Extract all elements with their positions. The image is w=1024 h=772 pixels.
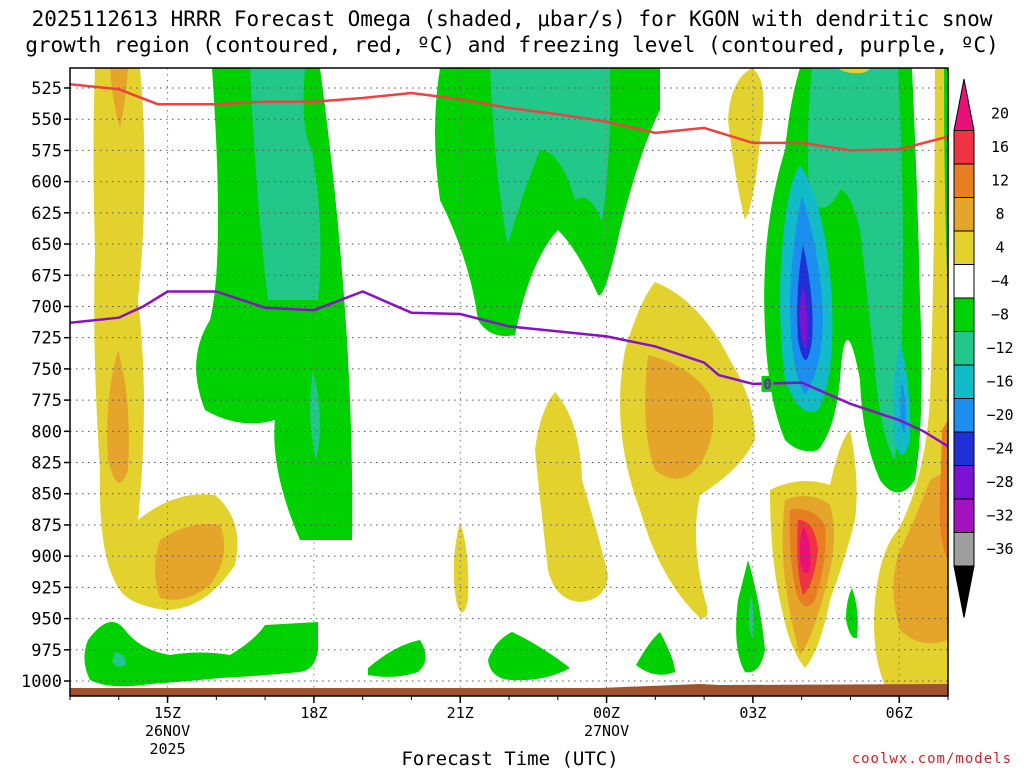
omega-region xyxy=(112,652,126,667)
colorbar-label: 8 xyxy=(995,205,1004,223)
x-tick-label: 03Z xyxy=(739,704,766,722)
credit-text: coolwx.com/models xyxy=(852,751,1012,767)
chart-title-line2: growth region (contoured, red, ºC) and f… xyxy=(25,33,999,57)
colorbar-label: 4 xyxy=(995,239,1004,257)
colorbar-bin xyxy=(953,230,975,265)
colorbar-label: −4 xyxy=(991,272,1009,290)
colorbar-bin xyxy=(953,431,975,466)
x-tick-label: 00Z xyxy=(593,704,620,722)
colorbar-label: −36 xyxy=(986,540,1013,558)
y-tick-label: 575 xyxy=(31,141,62,161)
omega-region xyxy=(488,632,570,681)
omega-region xyxy=(84,622,318,687)
y-tick-label: 800 xyxy=(31,422,62,442)
y-tick-label: 825 xyxy=(31,454,62,474)
x-tick-date: 27NOV xyxy=(584,722,629,740)
omega-region xyxy=(107,350,129,483)
colorbar-label: −16 xyxy=(986,373,1013,391)
colorbar-bin xyxy=(953,264,975,299)
colorbar-label: −28 xyxy=(986,473,1013,491)
colorbar-bin xyxy=(953,532,975,567)
x-axis-label: Forecast Time (UTC) xyxy=(401,748,618,768)
omega-region xyxy=(490,68,611,245)
omega-region xyxy=(846,588,858,639)
colorbar-label: −32 xyxy=(986,507,1013,525)
y-axis: 525 550 575 600 625 650 675 700 725 750 775 800 825 8… xyxy=(21,79,70,692)
colorbar-bin xyxy=(953,465,975,500)
omega-region xyxy=(807,68,903,460)
x-tick-label: 18Z xyxy=(300,704,327,722)
y-tick-label: 950 xyxy=(31,610,62,630)
colorbar-label: −20 xyxy=(986,406,1013,424)
colorbar-label: 16 xyxy=(991,138,1009,156)
y-tick-label: 725 xyxy=(31,329,62,349)
x-tick-year: 2025 xyxy=(149,740,185,758)
y-tick-label: 875 xyxy=(31,516,62,536)
omega-region xyxy=(110,68,128,128)
omega-region xyxy=(535,392,608,602)
colorbar-bin xyxy=(953,197,975,232)
y-tick-label: 625 xyxy=(31,204,62,224)
colorbar-label: −24 xyxy=(986,440,1013,458)
omega-region xyxy=(893,470,948,644)
omega-region xyxy=(453,522,469,613)
omega-region xyxy=(155,524,225,600)
omega-region xyxy=(645,355,714,479)
omega-region xyxy=(250,68,321,300)
x-tick-date: 26NOV xyxy=(145,722,190,740)
colorbar-bin xyxy=(953,398,975,433)
colorbar-bin xyxy=(953,331,975,366)
y-tick-label: 850 xyxy=(31,485,62,505)
colorbar-label: −12 xyxy=(986,339,1013,357)
colorbar-label: 12 xyxy=(991,172,1009,190)
y-tick-label: 1000 xyxy=(21,672,62,692)
omega-shading xyxy=(84,68,948,696)
omega-region xyxy=(799,527,811,574)
freezing-level-label: 0 xyxy=(763,377,771,393)
omega-region xyxy=(93,68,238,610)
y-tick-label: 900 xyxy=(31,547,62,567)
colorbar-bin xyxy=(953,78,975,131)
colorbar-bin xyxy=(953,565,975,618)
omega-region xyxy=(838,68,870,74)
y-tick-label: 650 xyxy=(31,235,62,255)
x-tick-label: 06Z xyxy=(886,704,913,722)
omega-region xyxy=(748,595,754,640)
freezing-label-background xyxy=(761,375,774,392)
chart-title-line1: 2025112613 HRRR Forecast Omega (shaded, … xyxy=(32,7,993,31)
colorbar-bin xyxy=(953,163,975,198)
terrain xyxy=(70,684,948,696)
dendritic-growth-contour xyxy=(70,82,948,152)
omega-region xyxy=(939,420,948,560)
y-tick-label: 925 xyxy=(31,578,62,598)
y-tick-label: 675 xyxy=(31,266,62,286)
y-tick-label: 975 xyxy=(31,641,62,661)
omega-region xyxy=(944,68,948,300)
colorbar-label: 20 xyxy=(991,105,1009,123)
x-tick-label: 15Z xyxy=(154,704,181,722)
omega-region xyxy=(799,285,808,350)
y-tick-label: 600 xyxy=(31,173,62,193)
y-tick-label: 700 xyxy=(31,297,62,317)
y-tick-label: 775 xyxy=(31,391,62,411)
colorbar-label: −8 xyxy=(991,306,1009,324)
omega-region xyxy=(368,640,426,677)
y-tick-label: 750 xyxy=(31,360,62,380)
colorbar-bin xyxy=(953,498,975,533)
colorbar-bin xyxy=(953,297,975,332)
y-tick-label: 525 xyxy=(31,79,62,99)
x-tick-label: 21Z xyxy=(447,704,474,722)
omega-region xyxy=(310,370,320,460)
y-tick-label: 550 xyxy=(31,110,62,130)
colorbar: 20 16 12 8 4 −4 −8 −12 −16 −20 −24 −28 −32 −36 xyxy=(953,78,1014,618)
gridlines xyxy=(70,68,948,696)
omega-region xyxy=(636,632,675,675)
colorbar-bin xyxy=(953,364,975,399)
freezing-level-contour xyxy=(70,290,948,448)
colorbar-bin xyxy=(953,130,975,165)
